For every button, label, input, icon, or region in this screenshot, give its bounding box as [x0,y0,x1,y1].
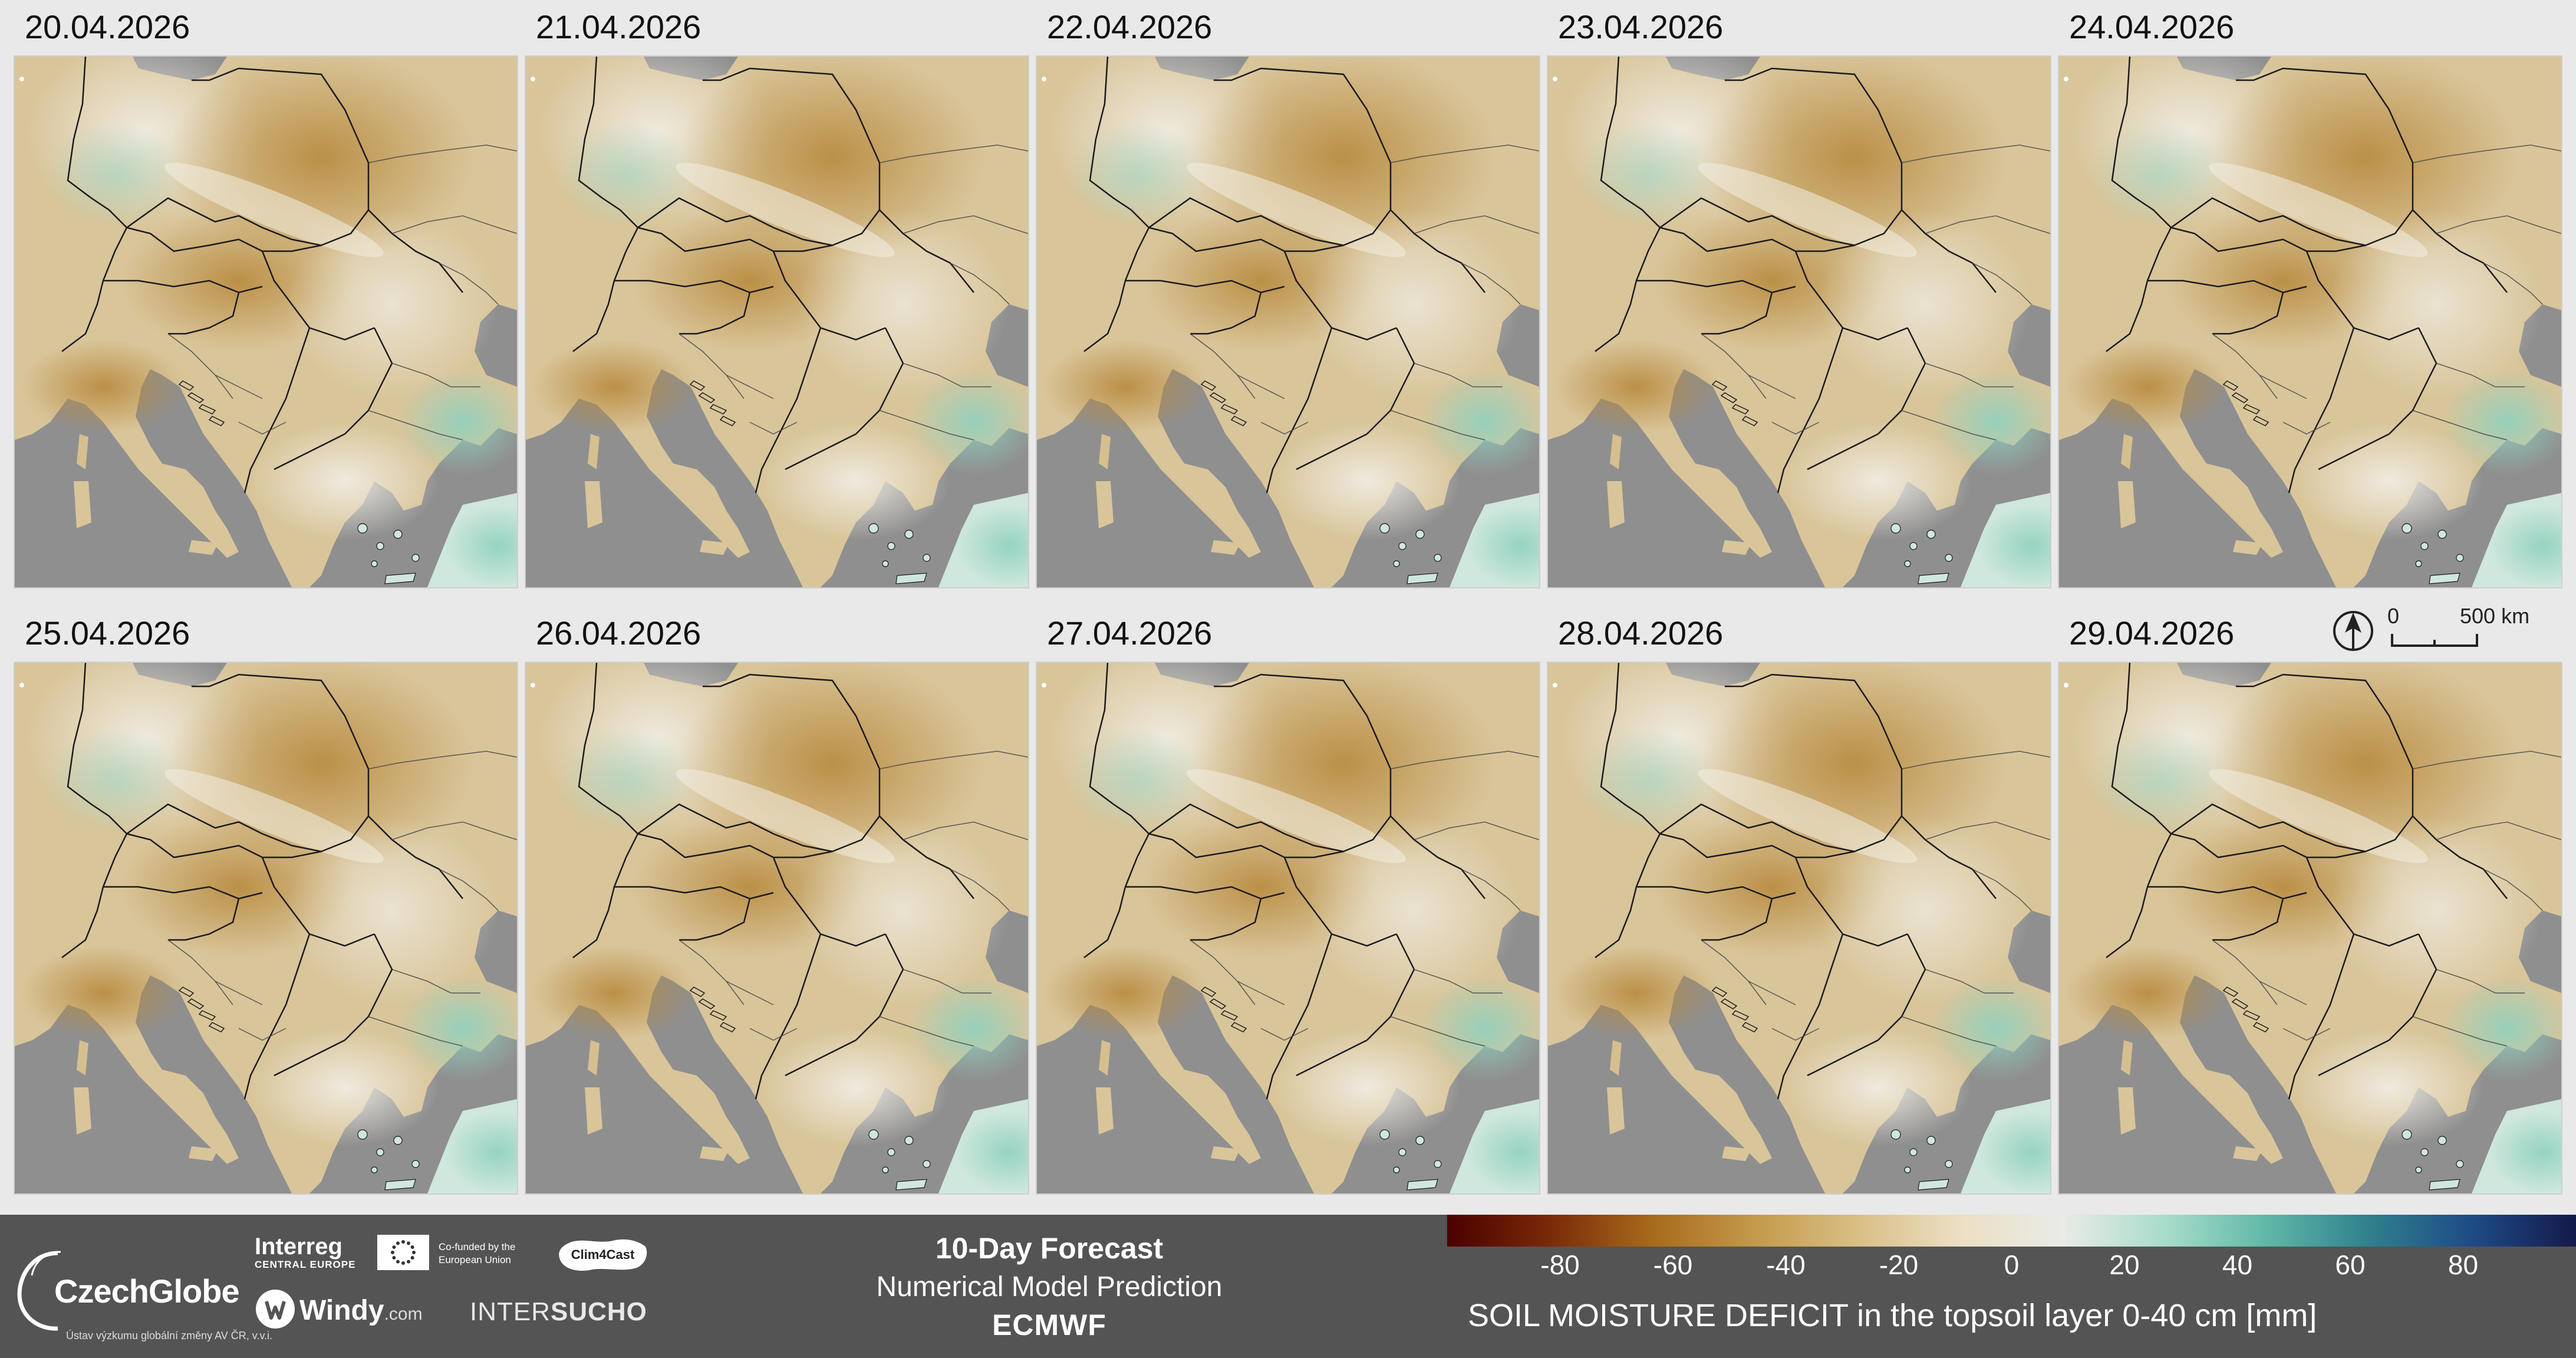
forecast-panel: 24.04.2026 [2044,0,2561,587]
interreg-subtitle: CENTRAL EUROPE [255,1259,356,1270]
eu-flag-icon [377,1235,429,1270]
panel-date: 27.04.2026 [1047,614,1213,652]
panel-date: 22.04.2026 [1047,8,1213,45]
panel-date: 20.04.2026 [25,8,190,45]
soil-moisture-map[interactable] [1548,663,2050,1193]
czechglobe-subtitle: Ústav výzkumu globální změny AV ČR, v.v.… [66,1330,273,1341]
forecast-panel: 28.04.2026 [1533,606,2050,1193]
czechglobe-name: CzechGlobe [54,1272,240,1310]
panel-date: 26.04.2026 [536,614,701,652]
czechglobe-logo: CzechGlobe Ústav výzkumu globální změny … [11,1229,272,1356]
forecast-panel: 21.04.2026 [511,0,1028,587]
colorbar-tick-label: 60 [2335,1250,2366,1280]
soil-moisture-map[interactable] [1037,663,1539,1193]
windy-icon [256,1290,295,1329]
scale-end-label: 500 km [2460,604,2529,628]
windy-name: Windy.com [299,1295,423,1326]
forecast-title: 10-Day Forecast [935,1232,1164,1265]
clim4cast-label: Clim4Cast [571,1247,635,1262]
forecast-panel: 22.04.2026 [1022,0,1539,587]
colorbar-tick-label: 40 [2222,1250,2253,1280]
panel-date: 23.04.2026 [1558,8,1724,45]
forecast-panel: 29.04.2026 [2044,606,2561,1193]
windy-suffix: .com [384,1304,423,1324]
colorbar-tick-label: -60 [1653,1250,1693,1280]
colorbar-tick-label: -20 [1879,1250,1919,1280]
forecast-panel: 27.04.2026 [1022,606,1539,1193]
colorbar [1447,1215,2576,1247]
colorbar-tick-label: -80 [1540,1250,1580,1280]
eu-cofunded-text: Co-funded by the European Union [439,1241,516,1265]
north-arrow-icon [2333,611,2373,651]
colorbar-tick-label: 20 [2109,1250,2140,1280]
panel-date: 21.04.2026 [536,8,701,45]
panel-date: 24.04.2026 [2069,8,2235,45]
model-name: ECMWF [992,1308,1106,1341]
scale-start-label: 0 [2387,604,2399,628]
panel-date: 25.04.2026 [25,614,190,652]
forecast-panel: 20.04.2026 [0,0,517,587]
scale-bar: 0 500 km [2333,604,2529,651]
legend-title: SOIL MOISTURE DEFICIT in the topsoil lay… [1468,1298,2317,1333]
panel-date: 28.04.2026 [1558,614,1724,652]
panel-date: 29.04.2026 [2069,614,2235,652]
soil-moisture-map[interactable] [2059,663,2561,1193]
soil-moisture-map[interactable] [526,663,1028,1193]
soil-moisture-map[interactable] [2059,57,2561,587]
colorbar-tick-label: 80 [2447,1250,2479,1280]
czechglobe-ring-icon [17,1251,61,1331]
soil-moisture-map[interactable] [15,57,517,587]
interreg-name: Interreg [255,1234,342,1260]
forecast-subtitle: Numerical Model Prediction [876,1271,1223,1303]
colorbar-ticks: -80 -60 -40 -20 0 20 40 60 80 [1447,1249,2576,1284]
interreg-logo: Interreg CENTRAL EUROPE [255,1234,355,1271]
forecast-panel: 23.04.2026 [1533,0,2050,587]
footer-bar: CzechGlobe Ústav výzkumu globální změny … [0,1215,2576,1358]
soil-moisture-map[interactable] [15,663,517,1193]
colorbar-tick-label: 0 [2004,1250,2020,1280]
intersucho-logo: INTERSUCHO [470,1297,647,1326]
forecast-panel: 25.04.2026 [0,606,517,1193]
colorbar-tick-label: -40 [1766,1250,1806,1280]
clim4cast-logo: Clim4Cast [557,1238,648,1271]
soil-moisture-map[interactable] [1037,57,1539,587]
soil-moisture-map[interactable] [1548,57,2050,587]
forecast-panel: 26.04.2026 [511,606,1028,1193]
forecast-map-grid: 20.04.2026 21.04.2026 22.04.2026 23.04.2… [0,0,2561,1193]
soil-moisture-map[interactable] [526,57,1028,587]
